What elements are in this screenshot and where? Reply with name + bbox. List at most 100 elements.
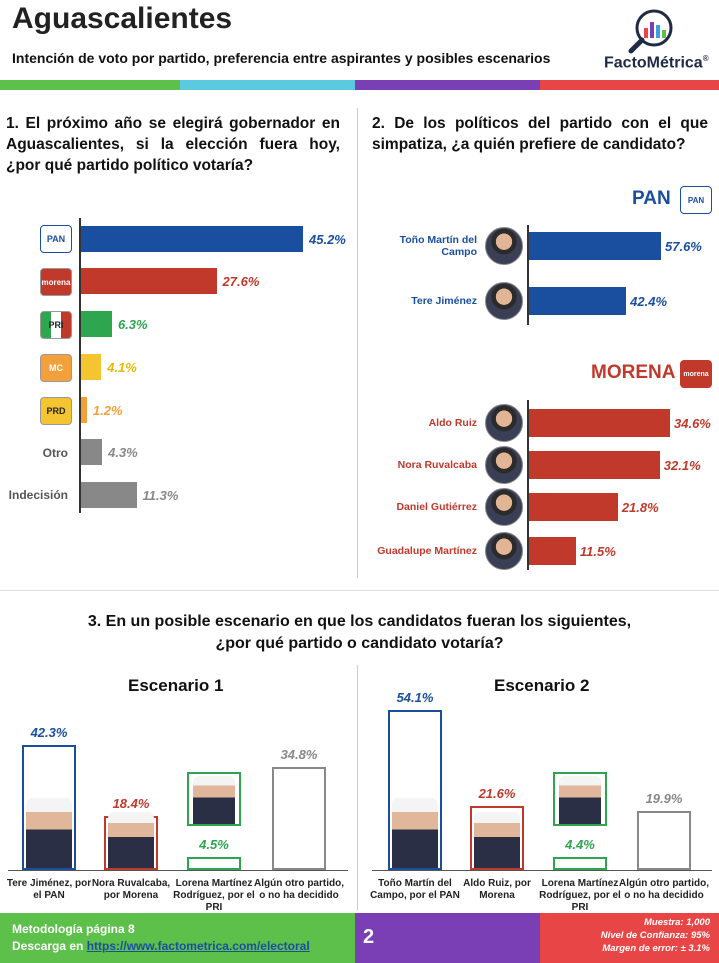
scenario-bar	[187, 856, 241, 870]
q1-value-label: 45.2%	[309, 232, 346, 247]
scenario-bar	[553, 856, 607, 870]
candidate-photo-icon	[485, 404, 523, 442]
candidate-name: Toño Martín del Campo	[399, 234, 477, 258]
scenario-bar	[272, 767, 326, 870]
scenario-candidate-label: Lorena Martínez Rodríguez, por el PRI	[173, 878, 255, 913]
q1-bar	[81, 397, 87, 423]
scenario-bar	[388, 710, 442, 870]
q1-value-label: 4.3%	[108, 445, 138, 460]
morena-section-label: MORENA	[591, 362, 676, 383]
scenario1-baseline	[8, 870, 348, 871]
q2-morena-axis	[527, 400, 529, 570]
candidate-name: Tere Jiménez	[411, 295, 477, 307]
scenario-candidate-label: Algún otro partido, o no ha decidido	[254, 878, 344, 901]
q1-bar	[81, 311, 112, 337]
scenario2-title: Escenario 2	[494, 676, 590, 695]
section-divider	[357, 108, 358, 578]
q3-question-line2: ¿por qué partido o candidato votaría?	[215, 635, 504, 652]
brand-name: FactoMétrica®	[604, 54, 709, 72]
footer-confidence: Nivel de Confianza: 95%	[600, 930, 710, 941]
candidate-name: Aldo Ruiz	[428, 417, 477, 429]
candidate-photo-icon	[559, 776, 601, 824]
candidate-name: Guadalupe Martínez	[377, 545, 477, 557]
q2-bar	[529, 537, 576, 565]
section-divider	[357, 665, 358, 910]
scenario-bar	[470, 806, 524, 870]
pri-candidate-card	[553, 772, 607, 826]
q2-bar	[529, 287, 627, 315]
mc-logo-icon: MC	[40, 354, 72, 382]
footer-download: Descarga en https://www.factometrica.com…	[12, 939, 310, 953]
scenario-candidate-label: Tere Jiménez, por el PAN	[6, 878, 92, 901]
scenario-candidate-label: Toño Martín del Campo, por el PAN	[370, 878, 460, 901]
candidate-photo-icon	[485, 446, 523, 484]
q1-question: 1. El próximo año se elegirá gobernador …	[6, 115, 340, 174]
morena-logo-icon: morena	[40, 268, 72, 296]
candidate-photo-icon	[485, 532, 523, 570]
candidate-photo-icon	[193, 776, 235, 824]
q3-question-line1: 3. En un posible escenario en que los ca…	[87, 613, 632, 630]
scenario-value-label: 42.3%	[30, 724, 68, 740]
footer-left	[0, 913, 355, 963]
pri-logo-icon: PRI	[40, 311, 72, 339]
footer-methodology: Metodología página 8	[12, 922, 135, 936]
scenario-value-label: 54.1%	[396, 690, 434, 705]
pri-candidate-card	[187, 772, 241, 826]
scenario-value-label: 34.8%	[280, 747, 318, 763]
strip-cyan	[180, 80, 355, 90]
candidate-photo-icon	[392, 798, 438, 868]
candidate-photo-icon	[108, 812, 154, 868]
scenario-value-label: 18.4%	[112, 795, 150, 811]
scenario-candidate-label: Lorena Martínez Rodríguez, por el PRI	[539, 878, 621, 913]
scenario-value-label: 21.6%	[478, 786, 516, 802]
q2-value-label: 32.1%	[663, 458, 701, 473]
page-subtitle: Intención de voto por partido, preferenc…	[12, 50, 551, 66]
q1-axis	[79, 218, 81, 513]
scenario-bar	[22, 744, 76, 870]
q1-value-label: 6.3%	[117, 317, 148, 332]
page-title: Aguascalientes	[12, 2, 233, 35]
page-number: 2	[363, 926, 375, 948]
candidate-photo-icon	[26, 798, 72, 868]
scenario-value-label: 4.5%	[199, 836, 229, 852]
scenario-candidate-label: Nora Ruvalcaba, por Morena	[91, 878, 171, 901]
factometrica-logo-icon	[628, 9, 673, 54]
q1-value-label: 27.6%	[222, 274, 260, 289]
q1-bar	[81, 439, 103, 465]
q2-bar	[529, 409, 670, 437]
scenario-candidate-label: Aldo Ruiz, por Morena	[463, 878, 531, 901]
q1-row-label-otro: Otro	[42, 446, 68, 460]
scenario-value-label: 4.4%	[565, 836, 595, 852]
q2-bar	[529, 232, 661, 260]
q2-value-label: 11.5%	[579, 544, 616, 559]
strip-green	[0, 80, 180, 90]
footer-margin: Margen de error: ± 3.1%	[602, 943, 710, 954]
candidate-name: Nora Ruvalcaba	[397, 459, 477, 471]
q1-value-label: 4.1%	[107, 360, 137, 375]
strip-red	[540, 80, 719, 90]
q2-value-label: 34.6%	[674, 416, 711, 431]
candidate-name: Daniel Gutiérrez	[396, 501, 477, 513]
pan-logo-icon: PAN	[40, 225, 72, 253]
download-link[interactable]: https://www.factometrica.com/electoral	[86, 939, 310, 953]
scenario-bar	[637, 811, 691, 870]
candidate-photo-icon	[485, 227, 523, 265]
footer-sample: Muestra: 1,000	[643, 917, 710, 928]
q1-value-label: 1.2%	[92, 403, 123, 418]
q2-pan-axis	[527, 225, 529, 325]
q1-bar	[81, 268, 217, 294]
q2-value-label: 21.8%	[621, 500, 659, 515]
footer-center	[355, 913, 540, 963]
candidate-photo-icon	[474, 812, 520, 868]
footer-right	[540, 913, 719, 963]
candidate-photo-icon	[485, 488, 523, 526]
q2-value-label: 57.6%	[665, 239, 702, 254]
scenario-value-label: 19.9%	[645, 791, 683, 807]
q1-bar	[81, 354, 102, 380]
q2-bar	[529, 493, 618, 521]
scenario2-baseline	[372, 870, 712, 871]
scenario-candidate-label: Algún otro partido, o no ha decidido	[619, 878, 709, 901]
q2-value-label: 42.4%	[630, 294, 668, 309]
prd-logo-icon: PRD	[40, 397, 72, 425]
candidate-photo-icon	[485, 282, 523, 320]
